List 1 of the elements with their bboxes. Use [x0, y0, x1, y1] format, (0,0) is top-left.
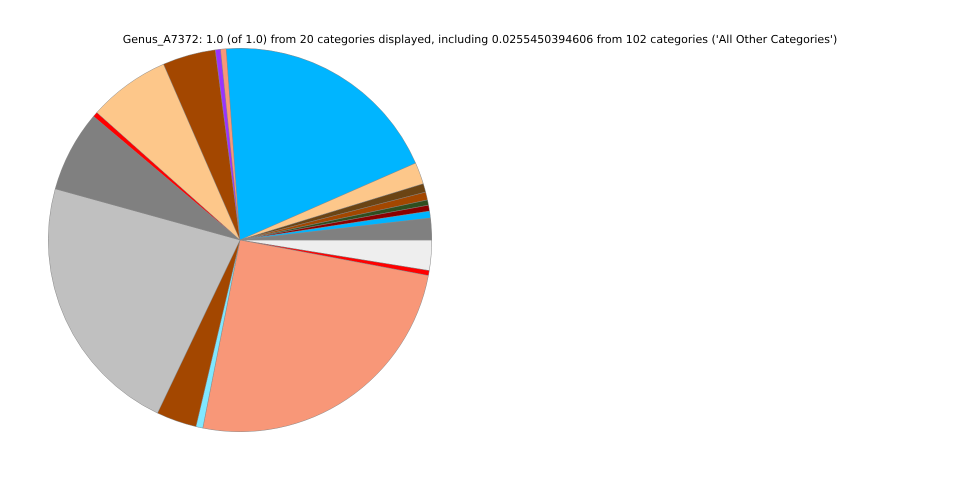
text: Genus_A7372: 1.0 (of 1.0) from 20 categories displayed, including 0.0255450394606 from 102 categories ('All Other Categories') [122, 33, 838, 46]
